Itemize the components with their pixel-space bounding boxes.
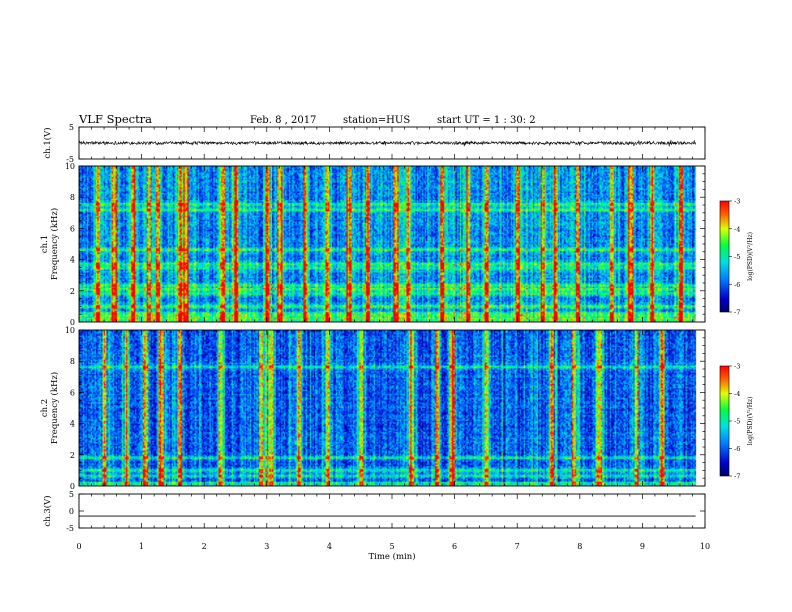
ch1-waveform-trace <box>78 139 696 147</box>
time-tick-label: 6 <box>452 542 457 551</box>
time-tick-label: 0 <box>76 542 81 551</box>
time-axis: 0 1 2 3 4 5 6 7 8 9 10 Time (min) <box>76 542 710 562</box>
ch1-spectrogram-image <box>79 166 705 322</box>
ch1-waveform-panel: 5 -5 ch.1(V) <box>42 123 706 164</box>
ch1-spectrogram-colorbar-label: log(PSD)(V²/Hz) <box>747 232 754 281</box>
ch2-spectrogram-colorbar-tick: -5 <box>734 418 740 426</box>
ch1-spectrogram-ytick-label: 2 <box>70 287 75 296</box>
ch2-spectrogram-colorbar <box>719 365 730 477</box>
ch1-spectrogram-colorbar-tick: -5 <box>734 253 740 261</box>
ch3-waveform-ytick-label: 0 <box>69 507 74 516</box>
time-tick-label: 9 <box>640 542 645 551</box>
time-axis-label: Time (min) <box>368 551 415 562</box>
time-tick-label: 8 <box>577 542 582 551</box>
ch2-spectrogram-ytick-label: 6 <box>70 388 75 397</box>
ch1-spectrogram-ytick-label: 4 <box>70 256 75 265</box>
time-tick-label: 2 <box>202 542 207 551</box>
ch1-spectrogram-colorbar <box>719 200 730 313</box>
ch1-spectrogram-ylabel-2: Frequency (kHz) <box>49 208 60 280</box>
ch2-spectrogram-colorbar-tick: -3 <box>734 363 740 371</box>
ch1-spectrogram-ylabel-1: ch.1 <box>40 235 50 253</box>
ch1-spectrogram-colorbar-tick: -6 <box>734 281 740 289</box>
ch2-spectrogram-colorbar-label: log(PSD)(V²/Hz) <box>747 397 754 446</box>
header-date: Feb. 8 , 2017 <box>250 115 316 126</box>
ch2-spectrogram-colorbar-tick: -4 <box>734 390 740 398</box>
ch1-spectrogram-ytick-label: 10 <box>65 162 75 171</box>
time-tick-label: 4 <box>327 542 332 551</box>
ch2-spectrogram-image <box>79 330 705 486</box>
ch1-spectrogram-ytick-label: 6 <box>70 224 75 233</box>
ch1-spectrogram-colorbar-tick: -3 <box>734 198 740 206</box>
ch3-waveform-ytick-label: 5 <box>69 490 74 499</box>
time-tick-label: 7 <box>515 542 520 551</box>
ch3-waveform-ytick-label: -5 <box>66 524 74 533</box>
ch1-spectrogram-ytick-label: 8 <box>70 193 75 202</box>
ch1-waveform-ylabel: ch.1(V) <box>42 127 53 158</box>
header-station: station=HUS <box>343 115 410 126</box>
ch2-spectrogram-ytick-label: 8 <box>70 357 75 366</box>
header-start-time: start UT = 1 : 30: 2 <box>437 115 536 126</box>
ch2-spectrogram-ylabel-1: ch.2 <box>40 399 50 417</box>
ch1-spectrogram-panel: 0 2 4 6 8 10 ch.1 Frequency (kHz) -3 -4 -5 -6 -7 log(… <box>40 162 754 327</box>
time-tick-label: 5 <box>389 542 394 551</box>
ch2-spectrogram-ylabel-2: Frequency (kHz) <box>49 372 60 444</box>
ch2-spectrogram-ytick-label: 2 <box>70 451 75 460</box>
ch2-spectrogram-panel: 0 2 4 6 8 10 ch.2 Frequency (kHz) -3 -4 -5 -6 -7 log(… <box>40 326 754 491</box>
time-tick-label: 1 <box>139 542 144 551</box>
time-tick-label: 3 <box>264 542 269 551</box>
time-tick-label: 10 <box>700 542 710 551</box>
ch2-spectrogram-colorbar-tick: -6 <box>734 445 740 453</box>
ch2-spectrogram-colorbar-tick: -7 <box>734 473 740 481</box>
ch3-waveform-panel: 5 0 -5 ch.3(V) <box>42 490 706 533</box>
ch2-spectrogram-ytick-label: 0 <box>70 482 75 491</box>
ch1-waveform-ytick-label: -5 <box>66 155 74 164</box>
ch1-spectrogram-ytick-label: 0 <box>70 318 75 327</box>
figure-title: VLF Spectra <box>78 112 152 126</box>
ch2-spectrogram-ytick-label: 4 <box>70 420 75 429</box>
ch1-waveform-ytick-label: 5 <box>69 123 74 132</box>
ch2-spectrogram-ytick-label: 10 <box>65 326 75 335</box>
ch1-spectrogram-colorbar-tick: -7 <box>734 309 740 317</box>
ch1-spectrogram-colorbar-tick: -4 <box>734 225 740 233</box>
ch3-waveform-ylabel: ch.3(V) <box>42 495 53 526</box>
